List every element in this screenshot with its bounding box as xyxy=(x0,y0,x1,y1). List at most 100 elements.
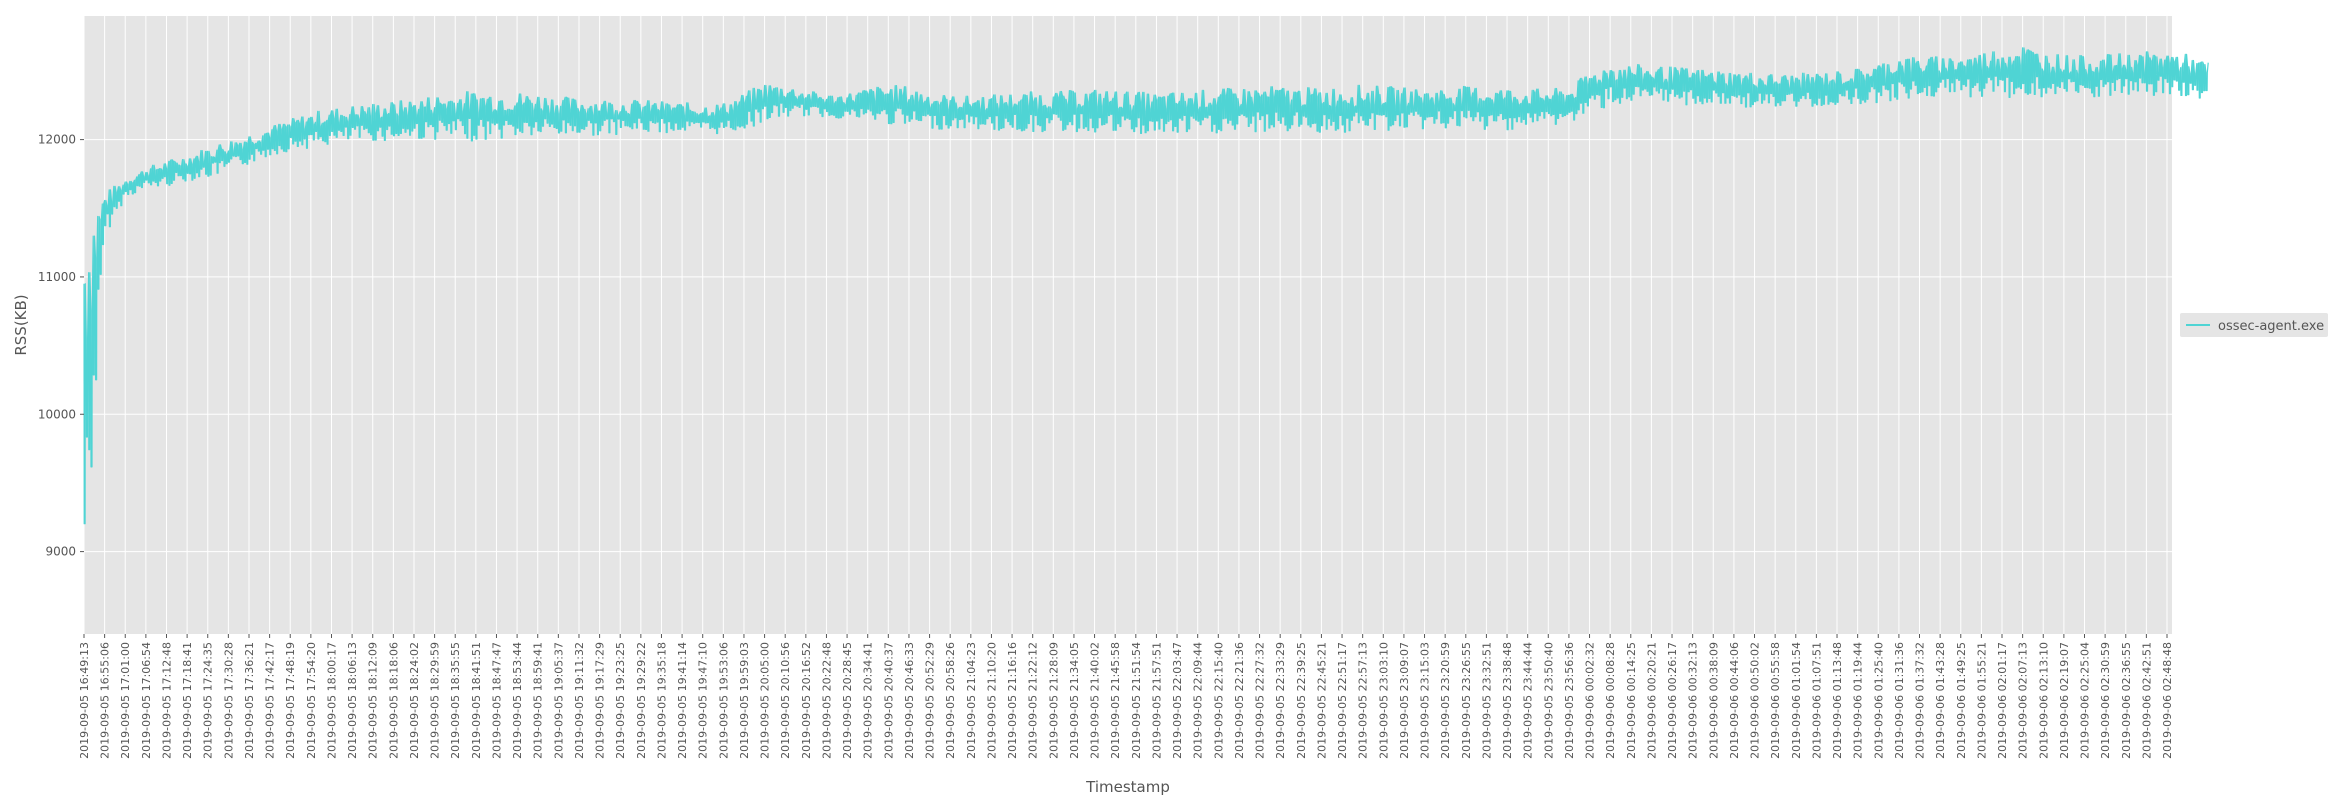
y-grid-lines xyxy=(84,139,2172,553)
x-tick-label: 2019-09-05 22:27:32 xyxy=(1254,642,1267,759)
x-tick-label: 2019-09-05 22:21:36 xyxy=(1233,642,1246,759)
x-tick-label: 2019-09-06 00:08:28 xyxy=(1604,642,1617,759)
x-tick-label: 2019-09-06 01:37:32 xyxy=(1914,642,1927,759)
x-tick-label: 2019-09-05 19:11:32 xyxy=(573,642,586,759)
x-tick-label: 2019-09-05 19:59:03 xyxy=(738,642,751,759)
x-tick-label: 2019-09-05 19:23:25 xyxy=(614,642,627,759)
x-tick-label: 2019-09-06 01:55:21 xyxy=(1975,642,1988,759)
legend-box xyxy=(2180,313,2328,337)
x-tick-label: 2019-09-06 01:49:25 xyxy=(1955,642,1968,759)
x-tick-label: 2019-09-05 23:09:07 xyxy=(1398,642,1411,759)
x-tick-label: 2019-09-05 22:45:21 xyxy=(1315,642,1328,759)
x-tick-label: 2019-09-06 02:48:48 xyxy=(2161,642,2174,759)
x-tick-label: 2019-09-05 23:03:10 xyxy=(1377,642,1390,759)
x-tick-label: 2019-09-06 00:26:17 xyxy=(1666,642,1679,759)
x-tick-label: 2019-09-05 18:18:06 xyxy=(387,642,400,759)
x-tick-label: 2019-09-05 23:44:44 xyxy=(1522,642,1535,759)
x-tick-label: 2019-09-05 19:35:18 xyxy=(655,642,668,759)
x-tick-label: 2019-09-05 20:34:41 xyxy=(862,642,875,759)
x-tick-label: 2019-09-05 17:36:21 xyxy=(243,642,256,759)
x-tick-label: 2019-09-05 22:39:25 xyxy=(1295,642,1308,759)
x-tick-label: 2019-09-05 17:48:19 xyxy=(284,642,297,759)
y-axis: 9000 10000 11000 12000 xyxy=(38,133,84,559)
x-tick-label: 2019-09-05 20:22:48 xyxy=(820,642,833,759)
x-tick-label: 2019-09-05 22:33:29 xyxy=(1274,642,1287,759)
x-tick-label: 2019-09-06 00:44:06 xyxy=(1728,642,1741,759)
x-tick-label: 2019-09-05 23:15:03 xyxy=(1419,642,1432,759)
x-tick-label: 2019-09-05 17:24:35 xyxy=(202,642,215,759)
x-tick-label: 2019-09-05 20:16:52 xyxy=(800,642,813,759)
x-tick-label: 2019-09-05 19:53:06 xyxy=(717,642,730,759)
x-tick-label: 2019-09-05 22:51:17 xyxy=(1336,642,1349,759)
x-tick-label: 2019-09-05 16:49:13 xyxy=(78,642,91,759)
x-axis-label: Timestamp xyxy=(1085,778,1170,796)
x-tick-label: 2019-09-06 00:14:25 xyxy=(1625,642,1638,759)
x-tick-label: 2019-09-05 18:24:02 xyxy=(408,642,421,759)
x-tick-label: 2019-09-06 02:36:55 xyxy=(2120,642,2133,759)
x-tick-label: 2019-09-06 01:43:28 xyxy=(1934,642,1947,759)
x-tick-label: 2019-09-05 23:26:55 xyxy=(1460,642,1473,759)
x-tick-label: 2019-09-06 02:01:17 xyxy=(1996,642,2009,759)
x-tick-label: 2019-09-05 18:35:55 xyxy=(449,642,462,759)
x-tick-label: 2019-09-06 00:02:32 xyxy=(1584,642,1597,759)
x-tick-label: 2019-09-05 21:28:09 xyxy=(1047,642,1060,759)
x-tick-label: 2019-09-06 02:30:59 xyxy=(2099,642,2112,759)
x-tick-label: 2019-09-05 21:34:05 xyxy=(1068,642,1081,759)
x-tick-label: 2019-09-05 18:41:51 xyxy=(470,642,483,759)
x-tick-label: 2019-09-05 23:50:40 xyxy=(1542,642,1555,759)
x-tick-label: 2019-09-05 22:03:47 xyxy=(1171,642,1184,759)
y-tick-label: 10000 xyxy=(38,407,76,421)
x-tick-label: 2019-09-06 02:42:51 xyxy=(2140,642,2153,759)
y-tick-label: 9000 xyxy=(45,545,76,559)
x-tick-label: 2019-09-05 18:29:59 xyxy=(429,642,442,759)
x-tick-label: 2019-09-05 19:47:10 xyxy=(697,642,710,759)
x-tick-label: 2019-09-05 18:00:17 xyxy=(325,642,338,759)
x-tick-label: 2019-09-05 18:59:41 xyxy=(532,642,545,759)
x-tick-label: 2019-09-05 23:32:51 xyxy=(1480,642,1493,759)
x-tick-label: 2019-09-06 01:13:48 xyxy=(1831,642,1844,759)
x-tick-label: 2019-09-05 18:12:09 xyxy=(367,642,380,759)
x-tick-label: 2019-09-05 22:09:44 xyxy=(1192,642,1205,759)
x-tick-label: 2019-09-06 00:38:09 xyxy=(1707,642,1720,759)
series-line-ossec-agent xyxy=(83,47,2209,525)
x-tick-label: 2019-09-05 21:22:12 xyxy=(1027,642,1040,759)
x-tick-label: 2019-09-06 02:19:07 xyxy=(2058,642,2071,759)
x-axis: 2019-09-05 16:49:13 2019-09-05 16:55:06 20… xyxy=(78,634,2174,759)
x-tick-label: 2019-09-05 17:54:20 xyxy=(305,642,318,759)
x-tick-label: 2019-09-05 20:28:45 xyxy=(841,642,854,759)
x-tick-label: 2019-09-05 21:10:20 xyxy=(985,642,998,759)
x-tick-label: 2019-09-06 00:32:13 xyxy=(1687,642,1700,759)
x-tick-label: 2019-09-05 20:52:29 xyxy=(924,642,937,759)
x-tick-label: 2019-09-05 17:12:48 xyxy=(160,642,173,759)
x-tick-label: 2019-09-05 18:53:44 xyxy=(511,642,524,759)
x-tick-label: 2019-09-05 23:38:48 xyxy=(1501,642,1514,759)
x-tick-label: 2019-09-05 17:18:41 xyxy=(181,642,194,759)
x-tick-label: 2019-09-05 20:05:00 xyxy=(759,642,772,759)
y-tick-label: 12000 xyxy=(38,133,76,147)
x-tick-label: 2019-09-05 16:55:06 xyxy=(99,642,112,759)
x-tick-label: 2019-09-06 00:20:21 xyxy=(1645,642,1658,759)
x-tick-label: 2019-09-05 18:47:47 xyxy=(490,642,503,759)
x-tick-label: 2019-09-05 17:06:54 xyxy=(140,642,153,759)
x-tick-label: 2019-09-05 17:30:28 xyxy=(222,642,235,759)
legend: ossec-agent.exe xyxy=(2180,313,2328,337)
x-tick-label: 2019-09-05 17:42:17 xyxy=(264,642,277,759)
y-tick-label: 11000 xyxy=(38,270,76,284)
x-tick-label: 2019-09-05 21:16:16 xyxy=(1006,642,1019,759)
x-tick-label: 2019-09-05 23:20:59 xyxy=(1439,642,1452,759)
series-layer xyxy=(83,47,2209,525)
x-tick-label: 2019-09-05 20:10:56 xyxy=(779,642,792,759)
x-tick-label: 2019-09-05 23:56:36 xyxy=(1563,642,1576,759)
x-tick-label: 2019-09-05 22:15:40 xyxy=(1212,642,1225,759)
x-tick-label: 2019-09-05 21:45:58 xyxy=(1109,642,1122,759)
x-tick-label: 2019-09-05 20:40:37 xyxy=(882,642,895,759)
x-tick-label: 2019-09-05 19:17:29 xyxy=(594,642,607,759)
x-tick-label: 2019-09-05 18:06:13 xyxy=(346,642,359,759)
y-axis-label: RSS(KB) xyxy=(12,294,30,355)
x-tick-label: 2019-09-06 02:25:04 xyxy=(2079,642,2092,759)
x-tick-label: 2019-09-05 21:57:51 xyxy=(1150,642,1163,759)
x-tick-label: 2019-09-05 19:41:14 xyxy=(676,642,689,759)
x-tick-label: 2019-09-06 01:07:51 xyxy=(1810,642,1823,759)
x-tick-label: 2019-09-05 21:40:02 xyxy=(1089,642,1102,759)
